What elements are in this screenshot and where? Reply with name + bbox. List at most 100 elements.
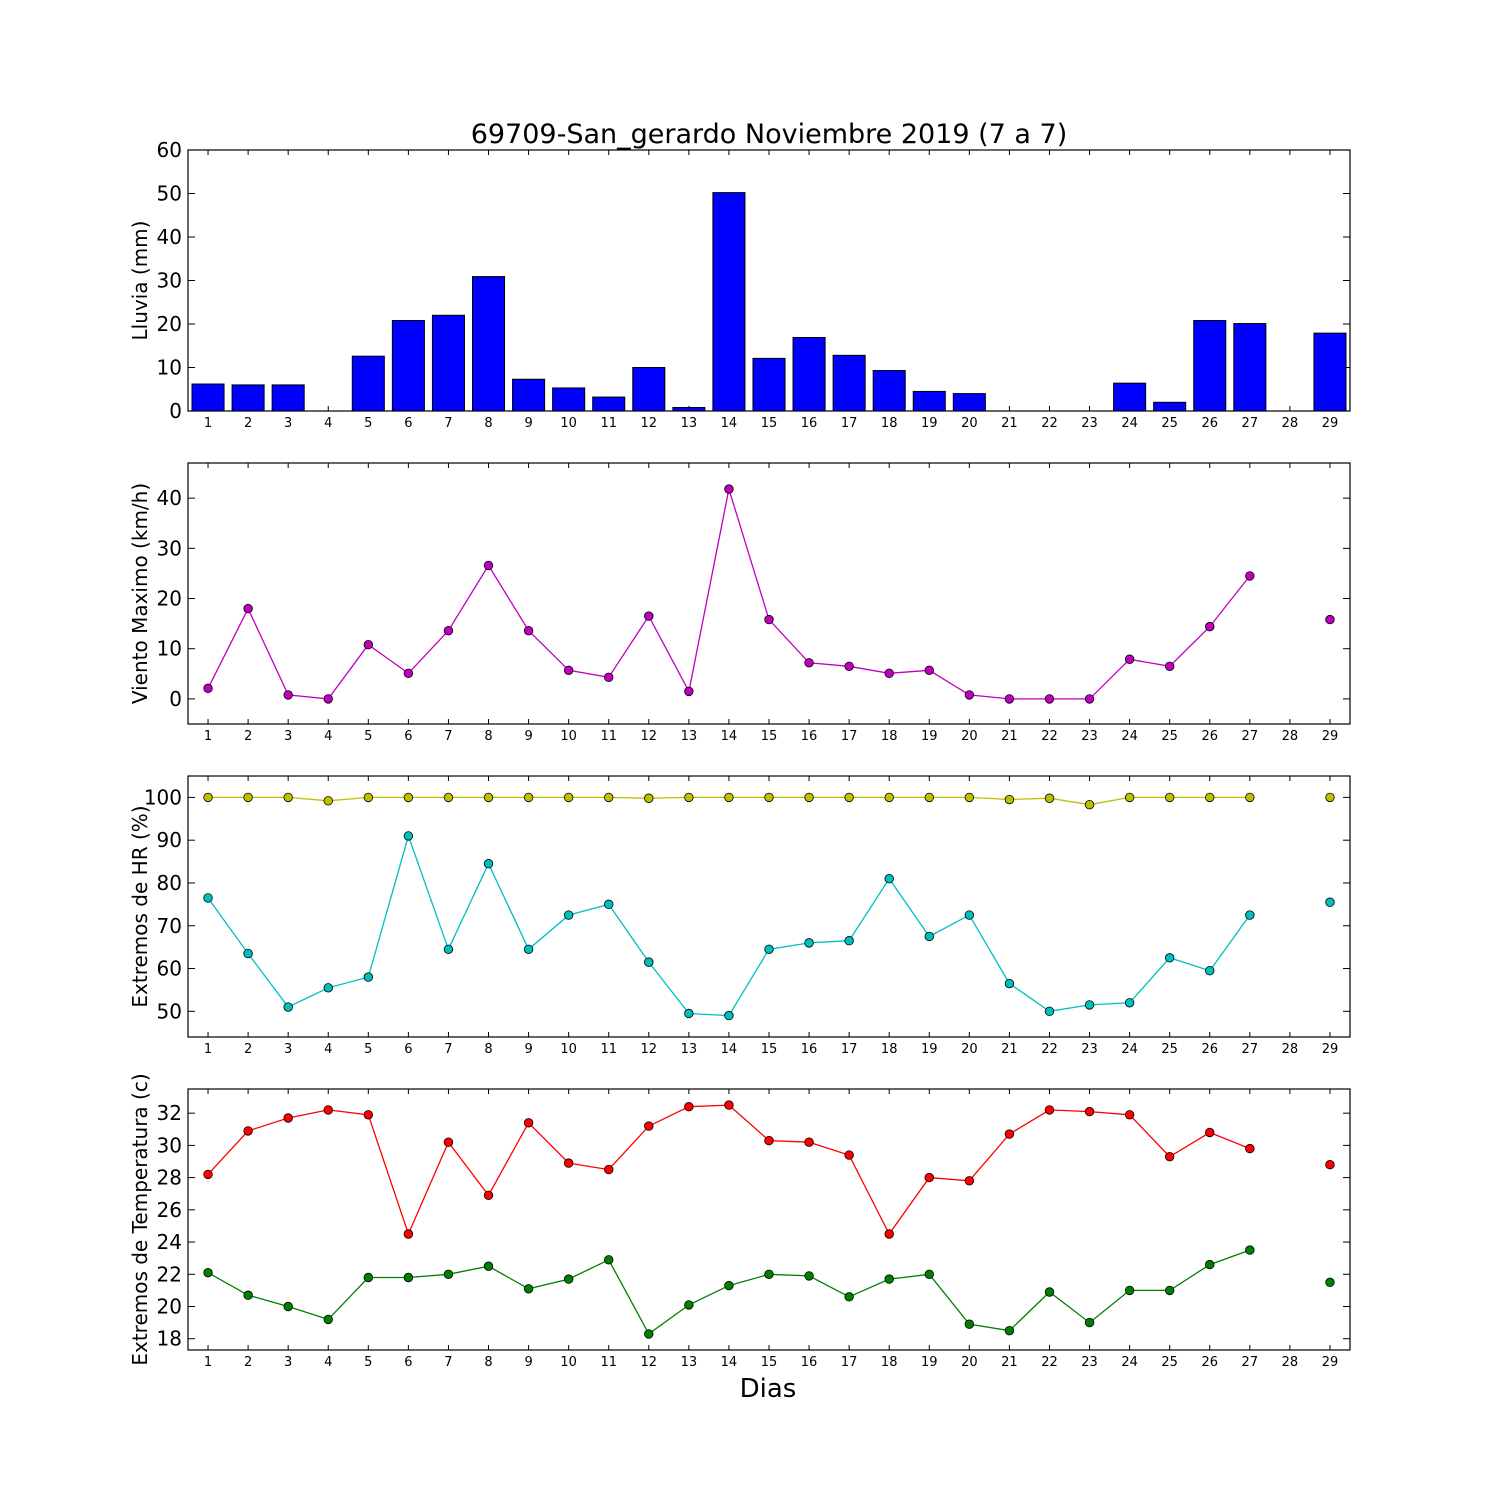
data-point: [1124, 654, 1135, 664]
bar: [552, 387, 586, 412]
data-point: [243, 792, 253, 803]
x-tick-label: 14: [721, 1042, 738, 1057]
data-point: [483, 1261, 494, 1271]
y-axis-label: Extremos de HR (%): [128, 805, 152, 1007]
data-point: [884, 668, 894, 679]
x-tick-label: 2: [244, 416, 252, 431]
data-point: [804, 658, 814, 668]
data-point: [1245, 1245, 1255, 1255]
x-tick-label: 8: [484, 1042, 492, 1057]
x-tick-label: 24: [1121, 416, 1138, 431]
x-tick-label: 19: [921, 416, 938, 431]
data-point: [964, 792, 975, 803]
data-point: [1245, 792, 1255, 803]
y-tick-label: 30: [157, 1133, 182, 1157]
data-point: [1004, 694, 1015, 704]
data-point: [283, 792, 293, 803]
bar: [271, 384, 305, 412]
x-tick-label: 8: [484, 1355, 492, 1370]
data-point: [443, 1269, 454, 1279]
data-point: [523, 625, 534, 636]
data-point: [323, 1105, 333, 1115]
data-point: [443, 1137, 454, 1147]
bar: [1113, 382, 1147, 412]
x-tick-label: 26: [1201, 1355, 1218, 1370]
x-tick-label: 16: [801, 1042, 818, 1057]
x-tick-label: 18: [881, 1042, 898, 1057]
data-point: [604, 792, 614, 803]
data-point: [1044, 1006, 1055, 1017]
data-point: [964, 1319, 975, 1329]
data-point: [724, 1280, 734, 1291]
x-tick-label: 28: [1282, 1042, 1299, 1057]
data-point: [1164, 1151, 1175, 1162]
x-tick-label: 6: [404, 416, 412, 431]
y-axis-label: Viento Maximo (km/h): [128, 483, 152, 704]
data-point: [1124, 1285, 1135, 1296]
data-point: [644, 1329, 654, 1339]
data-point: [644, 793, 654, 803]
data-point: [363, 639, 374, 650]
x-tick-label: 26: [1201, 1042, 1218, 1057]
x-tick-label: 27: [1242, 729, 1259, 744]
x-tick-label: 17: [841, 729, 858, 744]
x-tick-label: 1: [204, 1355, 212, 1370]
bar: [191, 383, 225, 412]
bar: [1313, 332, 1347, 412]
x-tick-label: 7: [444, 1042, 452, 1057]
data-point: [844, 1292, 854, 1302]
y-tick-label: 30: [157, 269, 182, 293]
x-tick-label: 29: [1322, 729, 1339, 744]
x-tick-label: 17: [841, 1042, 858, 1057]
x-tick-label: 3: [284, 416, 292, 431]
bar: [1233, 323, 1267, 412]
y-tick-label: 70: [157, 914, 182, 938]
bar: [1193, 320, 1227, 412]
data-point: [1205, 965, 1215, 976]
data-point: [1164, 792, 1175, 803]
x-tick-label: 22: [1041, 1042, 1058, 1057]
x-tick-label: 7: [444, 416, 452, 431]
data-point: [844, 936, 854, 946]
x-tick-label: 15: [761, 1042, 778, 1057]
x-tick-label: 12: [641, 729, 658, 744]
data-point: [403, 1272, 414, 1283]
x-tick-label: 11: [600, 1042, 617, 1057]
data-point: [844, 792, 854, 803]
data-point: [203, 792, 213, 803]
data-point: [563, 665, 574, 675]
data-point: [1084, 694, 1095, 704]
data-point: [644, 957, 654, 967]
x-tick-label: 27: [1242, 1042, 1259, 1057]
data-point: [764, 792, 774, 803]
x-tick-label: 8: [484, 729, 492, 744]
y-tick-label: 0: [169, 399, 182, 423]
bar: [632, 367, 666, 412]
x-tick-label: 19: [921, 729, 938, 744]
x-tick-label: 5: [364, 416, 372, 431]
x-tick-label: 4: [324, 1355, 332, 1370]
x-tick-label: 21: [1001, 729, 1018, 744]
y-tick-label: 20: [157, 587, 182, 611]
chart-title: 69709-San_gerardo Noviembre 2019 (7 a 7): [471, 119, 1068, 150]
data-point: [844, 1150, 854, 1160]
data-point: [1325, 1277, 1335, 1288]
data-point: [804, 1271, 814, 1281]
x-tick-label: 4: [324, 416, 332, 431]
y-tick-label: 30: [157, 536, 182, 560]
data-point: [1325, 1160, 1335, 1170]
data-point: [363, 972, 374, 982]
data-point: [964, 1176, 975, 1186]
x-tick-label: 16: [801, 1355, 818, 1370]
data-point: [604, 672, 614, 683]
x-tick-label: 26: [1201, 729, 1218, 744]
x-tick-label: 15: [761, 416, 778, 431]
y-tick-label: 10: [157, 356, 182, 380]
x-tick-label: 26: [1201, 416, 1218, 431]
data-point: [1164, 661, 1175, 671]
x-tick-label: 24: [1121, 729, 1138, 744]
x-tick-label: 13: [681, 416, 698, 431]
